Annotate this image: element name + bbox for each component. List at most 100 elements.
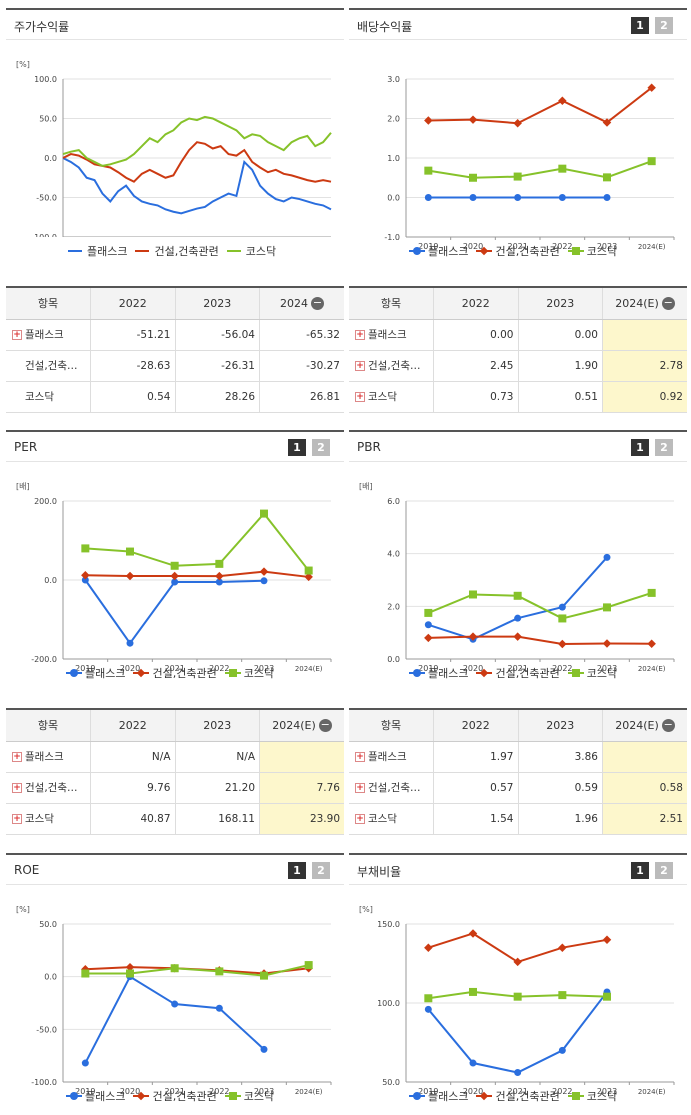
view-1-button[interactable]: 1 [631, 17, 649, 34]
panel-header: PER 1 2 [6, 432, 344, 462]
series-line-company [427, 991, 608, 1074]
y-unit-label: [배] [16, 482, 30, 491]
point-kosdaq [603, 603, 611, 612]
point-company [514, 194, 522, 201]
kosdaq-legend-icon [567, 246, 584, 256]
row-label: 코스닥 [6, 381, 91, 413]
point-company [215, 1004, 223, 1012]
expand-row-icon[interactable]: + [12, 814, 22, 824]
view-2-button[interactable]: 2 [312, 862, 330, 879]
point-kosdaq [260, 971, 268, 980]
y-tick-label: 3.0 [387, 75, 400, 84]
table-cell: N/A [174, 741, 260, 773]
point-kosdaq [170, 964, 179, 973]
point-kosdaq [424, 166, 433, 175]
industry-legend-label: 건설,건축관련 [495, 1090, 560, 1103]
table-header: 2024(E) − [259, 710, 344, 742]
view-2-button[interactable]: 2 [312, 439, 330, 456]
point-kosdaq [424, 608, 433, 617]
view-1-button[interactable]: 1 [631, 862, 649, 879]
x-tick-label: 2023 [254, 1087, 274, 1096]
point-company [514, 1069, 522, 1077]
y-tick-label: 6.0 [387, 497, 400, 506]
y-tick-label: 50.0 [39, 115, 57, 124]
row-label: + 코스닥 [349, 381, 434, 413]
view-2-button[interactable]: 2 [655, 17, 673, 34]
series-line-kosdaq [85, 512, 310, 572]
point-company [81, 1059, 89, 1067]
panel-header: PBR 1 2 [349, 432, 687, 462]
industry-legend-icon [476, 668, 493, 678]
point-company [260, 1045, 268, 1053]
view-2-button[interactable]: 2 [655, 439, 673, 456]
collapse-column-icon[interactable]: − [661, 296, 675, 310]
expand-row-icon[interactable]: + [355, 814, 365, 824]
table-cell: 0.58 [602, 772, 687, 804]
roe-chart: [%] 50.0 0.0 -50.0 -100.0 2019 2020 2021 2022 202… [16, 905, 332, 1096]
x-tick-label: 2022 [552, 242, 572, 251]
x-tick-label: 2022 [209, 664, 229, 673]
point-industry [424, 116, 433, 125]
company-legend-icon [68, 246, 84, 256]
expand-row-icon[interactable]: + [355, 330, 365, 340]
collapse-column-icon[interactable]: − [318, 718, 332, 732]
expand-row-icon[interactable]: + [12, 783, 22, 793]
point-kosdaq [260, 509, 268, 518]
y-tick-label: 0.0 [44, 576, 57, 585]
point-industry [558, 639, 567, 649]
point-industry [215, 571, 224, 581]
table-row: 건설,건축… -28.63 -26.31 -30.27 [6, 350, 344, 382]
point-industry [125, 571, 135, 581]
x-tick-label: 2023 [254, 664, 274, 673]
point-company [469, 1059, 477, 1067]
point-industry [513, 632, 522, 641]
view-1-button[interactable]: 1 [288, 439, 306, 456]
x-tick-label: 2019 [418, 242, 438, 251]
y-tick-label: -1.0 [384, 233, 400, 242]
view-1-button[interactable]: 1 [288, 862, 306, 879]
panel-title: PER [14, 440, 38, 454]
panel-stock-return: 주가수익률 [%]100.050.00.0-50.0-100.02018/12/… [6, 8, 344, 266]
stock-return-chart: [%]100.050.00.0-50.0-100.02018/12/282020… [16, 60, 332, 237]
y-tick-label: 50.0 [382, 1078, 400, 1087]
kosdaq-legend-label: 코스닥 [586, 245, 618, 258]
expand-row-icon[interactable]: + [12, 330, 22, 340]
industry-legend-icon [476, 1091, 493, 1101]
expand-row-icon[interactable]: + [355, 392, 365, 402]
y-tick-label: 100.0 [377, 999, 400, 1008]
point-company [603, 553, 611, 561]
view-1-button[interactable]: 1 [631, 439, 649, 456]
table-cell: 0.92 [602, 381, 687, 413]
table-cell: 1.97 [433, 741, 518, 773]
panel-header: ROE 1 2 [6, 855, 344, 885]
x-tick-label: 2020 [120, 1087, 140, 1096]
table-cell: 0.54 [90, 381, 175, 413]
point-industry [424, 633, 433, 643]
series-line-industry [428, 932, 608, 964]
company-legend-icon [66, 668, 82, 678]
expand-row-icon[interactable]: + [355, 783, 365, 793]
table-cell: 0.51 [517, 381, 603, 413]
per-table: 항목 2022 2023 2024(E) − + 플래스크 N/A N/A + 건설,건축… 9.76… [6, 708, 344, 835]
series-line-company [84, 579, 265, 645]
pbr-table: 항목 2022 2023 2024(E) − + 플래스크 1.97 3.86 + 건설,건축… 0.… [349, 708, 687, 835]
collapse-column-icon[interactable]: − [661, 718, 675, 732]
expand-row-icon[interactable]: + [355, 361, 365, 371]
expand-row-icon[interactable]: + [355, 752, 365, 762]
panel-header: 주가수익률 [6, 10, 344, 40]
point-kosdaq [469, 590, 477, 599]
y-tick-label: 0.0 [44, 154, 57, 163]
y-tick-label: 50.0 [39, 920, 57, 929]
panel-title: 주가수익률 [14, 20, 70, 34]
view-2-button[interactable]: 2 [655, 862, 673, 879]
row-label: 건설,건축… [6, 350, 91, 382]
expand-row-icon[interactable]: + [12, 752, 22, 762]
y-tick-label: 0.0 [387, 655, 400, 664]
collapse-column-icon[interactable]: − [311, 296, 324, 310]
industry-legend-label: 건설,건축관련 [495, 667, 560, 680]
y-unit-label: [배] [359, 482, 373, 491]
pbr-chart: [배] 6.0 4.0 2.0 0.0 2019 2020 2021 2022 2023 2024(… [359, 482, 675, 673]
panel-title: PBR [357, 440, 381, 454]
table-header: 항목 [349, 288, 434, 320]
point-kosdaq [558, 991, 567, 1000]
